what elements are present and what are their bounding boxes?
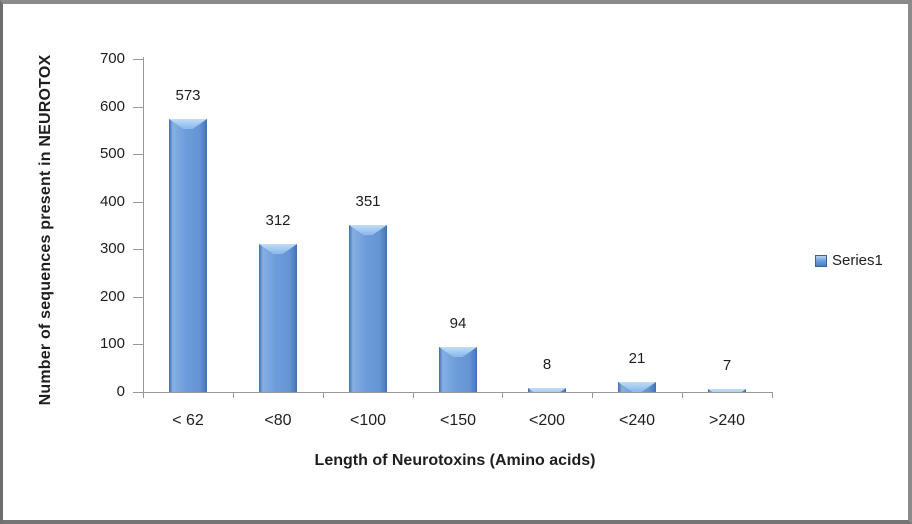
x-category-label: < 62	[172, 412, 204, 429]
x-category-label: <150	[439, 412, 477, 429]
bar	[169, 119, 207, 392]
x-tick-mark	[592, 392, 593, 398]
y-tick-mark	[133, 392, 143, 393]
y-tick-label: 200	[99, 287, 125, 305]
legend-marker-icon	[815, 254, 827, 267]
bar-value-label: 94	[449, 315, 467, 332]
y-tick-mark	[133, 59, 143, 60]
bar	[528, 388, 566, 392]
bar	[618, 382, 656, 392]
y-axis-title: Number of sequences present in NEUROTOX	[37, 54, 54, 406]
y-tick-label: 700	[99, 50, 125, 67]
y-tick-mark	[133, 344, 143, 346]
x-tick-mark	[143, 392, 144, 398]
x-axis-title: Length of Neurotoxins (Amino acids)	[314, 452, 596, 469]
y-tick-label: 100	[99, 335, 125, 353]
y-tick-label: 600	[99, 97, 125, 115]
bar-value-label: 21	[628, 350, 646, 367]
bar-value-label: 8	[542, 356, 552, 373]
x-tick-mark	[682, 392, 683, 398]
bar	[259, 244, 297, 392]
y-tick-label: 0	[116, 383, 125, 400]
y-tick-mark	[133, 249, 143, 251]
bar	[349, 225, 387, 392]
bar-value-label: 351	[355, 193, 381, 210]
legend: Series1	[815, 252, 883, 269]
x-category-label: <80	[264, 412, 292, 429]
x-tick-mark	[413, 392, 414, 398]
y-tick-label: 400	[99, 192, 125, 210]
bar-value-label: 7	[722, 357, 732, 374]
bar-value-label: 573	[175, 87, 201, 104]
bar-value-label: 312	[265, 212, 291, 229]
bar	[439, 347, 477, 392]
x-tick-mark	[772, 392, 773, 398]
y-tick-mark	[133, 106, 143, 108]
x-category-label: <100	[349, 412, 387, 429]
x-tick-mark	[502, 392, 503, 398]
x-axis-line	[143, 392, 773, 393]
y-tick-mark	[133, 154, 143, 156]
y-tick-label: 300	[99, 240, 125, 258]
y-axis-line	[143, 57, 144, 392]
x-category-label: <200	[528, 412, 566, 429]
bar	[708, 389, 746, 392]
y-tick-mark	[133, 296, 143, 298]
x-tick-mark	[323, 392, 324, 398]
y-tick-label: 500	[99, 145, 125, 163]
x-tick-mark	[233, 392, 234, 398]
x-category-label: <240	[618, 412, 656, 429]
y-tick-mark	[133, 201, 143, 203]
legend-label: Series1	[832, 252, 883, 269]
x-category-label: >240	[708, 412, 746, 429]
